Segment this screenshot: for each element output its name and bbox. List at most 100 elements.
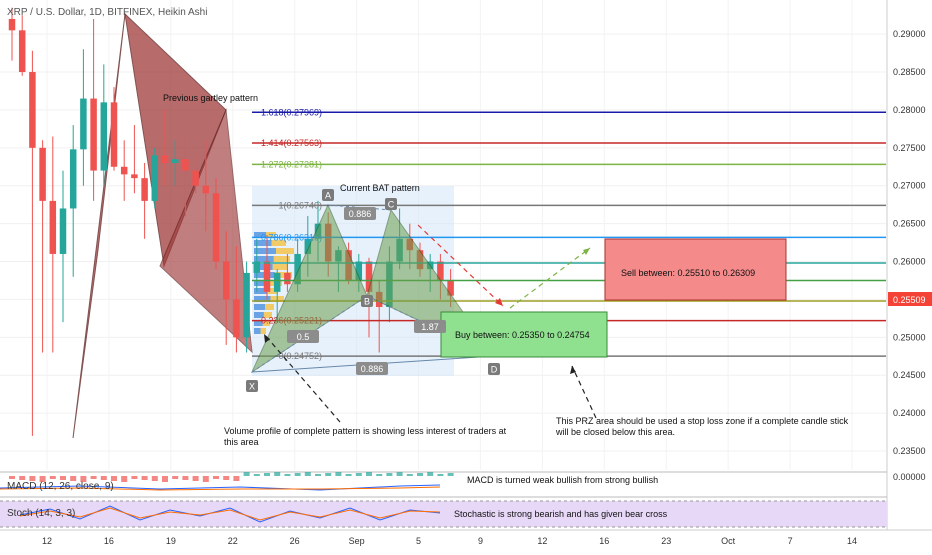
candle-body[interactable] bbox=[294, 253, 301, 285]
macd-bar bbox=[304, 472, 311, 476]
fib-label: 1.272(0.27281) bbox=[261, 159, 322, 169]
fib-label: 1(0.26740) bbox=[278, 200, 322, 210]
red-dashed-arrow bbox=[417, 224, 504, 307]
macd-bar bbox=[325, 473, 332, 476]
candle-body[interactable] bbox=[304, 238, 312, 254]
buy-zone-box[interactable] bbox=[440, 311, 608, 358]
macd-bar bbox=[427, 472, 434, 476]
macd-bar bbox=[345, 474, 352, 476]
macd-bar bbox=[100, 476, 107, 480]
macd-bar bbox=[39, 476, 46, 482]
candle-body[interactable] bbox=[447, 280, 454, 296]
prz-note: This PRZ area should be used a stop loss… bbox=[556, 416, 849, 437]
macd-bar bbox=[49, 476, 56, 479]
candle-body[interactable] bbox=[141, 178, 148, 201]
candle-body[interactable] bbox=[243, 272, 250, 338]
time-tick-label: 23 bbox=[661, 536, 671, 546]
volume-profile-bar bbox=[266, 232, 276, 238]
macd-bar bbox=[396, 472, 403, 476]
time-tick-label: 16 bbox=[104, 536, 114, 546]
macd-bar bbox=[406, 474, 413, 476]
candle-body[interactable] bbox=[131, 174, 138, 179]
candle-body[interactable] bbox=[59, 208, 67, 254]
macd-bar bbox=[284, 474, 291, 476]
price-tick-label: 0.26000 bbox=[893, 257, 926, 267]
volume-profile-bar bbox=[254, 240, 272, 246]
arrowhead-left bbox=[264, 334, 270, 343]
candle-body[interactable] bbox=[100, 102, 108, 171]
candle-body[interactable] bbox=[355, 261, 363, 281]
black-dashed-arrow-right bbox=[571, 365, 597, 419]
volume-profile-bar bbox=[254, 248, 276, 254]
macd-bar bbox=[447, 473, 454, 476]
candle-body[interactable] bbox=[233, 299, 240, 338]
macd-bar bbox=[141, 476, 148, 480]
macd-bar bbox=[223, 476, 230, 480]
candle-body[interactable] bbox=[110, 102, 118, 167]
candle-body[interactable] bbox=[161, 155, 169, 163]
price-tick-label: 0.28000 bbox=[893, 105, 926, 115]
volume-profile-bar bbox=[254, 296, 271, 302]
candle-body[interactable] bbox=[437, 261, 444, 281]
stoch-note: Stochastic is strong bearish and has giv… bbox=[454, 509, 668, 519]
candle-body[interactable] bbox=[151, 155, 159, 201]
macd-zero-tick: 0.00000 bbox=[893, 472, 926, 482]
time-tick-label: 12 bbox=[42, 536, 52, 546]
macd-bar bbox=[29, 476, 36, 481]
candle-body[interactable] bbox=[202, 185, 210, 194]
symbol-title: XRP / U.S. Dollar, 1D, BITFINEX, Heikin … bbox=[7, 7, 207, 18]
candle-body[interactable] bbox=[212, 193, 220, 262]
candle-body[interactable] bbox=[120, 166, 128, 175]
point-marker bbox=[385, 198, 397, 210]
candle-body[interactable] bbox=[80, 98, 87, 150]
stoch-pane[interactable]: Stoch (14, 3, 3) Stochastic is strong be… bbox=[0, 496, 887, 528]
arrowhead-right bbox=[570, 366, 576, 374]
candle-body[interactable] bbox=[18, 30, 26, 73]
buy-zone-label: Buy between: 0.25350 to 0.24754 bbox=[455, 330, 590, 340]
candle-body[interactable] bbox=[8, 18, 16, 31]
candle-body[interactable] bbox=[49, 200, 57, 254]
macd-bar bbox=[417, 473, 423, 476]
volume-profile-bar bbox=[254, 320, 263, 326]
volume-profile-bar bbox=[254, 328, 261, 334]
time-tick-label: 9 bbox=[478, 536, 483, 546]
macd-bar bbox=[355, 473, 362, 476]
candle-body[interactable] bbox=[263, 261, 271, 292]
candle-body[interactable] bbox=[69, 149, 77, 209]
candle-body[interactable] bbox=[39, 147, 46, 201]
candle-body[interactable] bbox=[273, 272, 281, 292]
macd-histogram bbox=[9, 472, 454, 482]
candle-body[interactable] bbox=[253, 261, 261, 273]
point-label: C bbox=[388, 200, 395, 210]
arrowhead-green bbox=[583, 248, 590, 255]
last-price-label: 0.25509 bbox=[893, 295, 926, 305]
last-price-badge bbox=[888, 292, 932, 306]
time-ticks: 12 16 19 22 26 Sep 5 9 12 16 23 Oct 7 14 bbox=[42, 536, 857, 546]
stoch-band bbox=[0, 501, 887, 527]
ratio-label: 0.5 bbox=[297, 332, 310, 342]
sell-zone-box[interactable] bbox=[604, 238, 787, 301]
price-axis[interactable]: 0.29000 0.28500 0.28000 0.27500 0.27000 0.265… bbox=[886, 0, 932, 530]
black-dashed-arrow-left bbox=[263, 333, 341, 423]
macd-bar bbox=[202, 476, 209, 482]
volume-note: Volume profile of complete pattern is sh… bbox=[224, 426, 507, 447]
candle-body[interactable] bbox=[90, 98, 97, 171]
ratio-label: 0.886 bbox=[361, 364, 384, 374]
candle-body[interactable] bbox=[29, 72, 36, 148]
candle-body[interactable] bbox=[171, 159, 179, 163]
time-axis[interactable]: 12 16 19 22 26 Sep 5 9 12 16 23 Oct 7 14 bbox=[0, 529, 932, 546]
ratio-badge bbox=[356, 362, 388, 375]
macd-bar bbox=[172, 476, 179, 479]
candle-body[interactable] bbox=[192, 170, 199, 186]
price-tick-label: 0.23500 bbox=[893, 446, 926, 456]
ratio-labels: 0.886 0.5 1.87 0.886 bbox=[287, 207, 446, 375]
candle-body[interactable] bbox=[182, 159, 189, 171]
candle-body[interactable] bbox=[222, 261, 230, 300]
volume-profile-bar bbox=[254, 232, 267, 238]
macd-pane[interactable]: MACD (12, 26, close, 9) MACD is turned w… bbox=[0, 471, 926, 492]
candle-body[interactable] bbox=[365, 261, 373, 292]
macd-bar bbox=[111, 476, 117, 481]
candle-body[interactable] bbox=[284, 272, 291, 285]
